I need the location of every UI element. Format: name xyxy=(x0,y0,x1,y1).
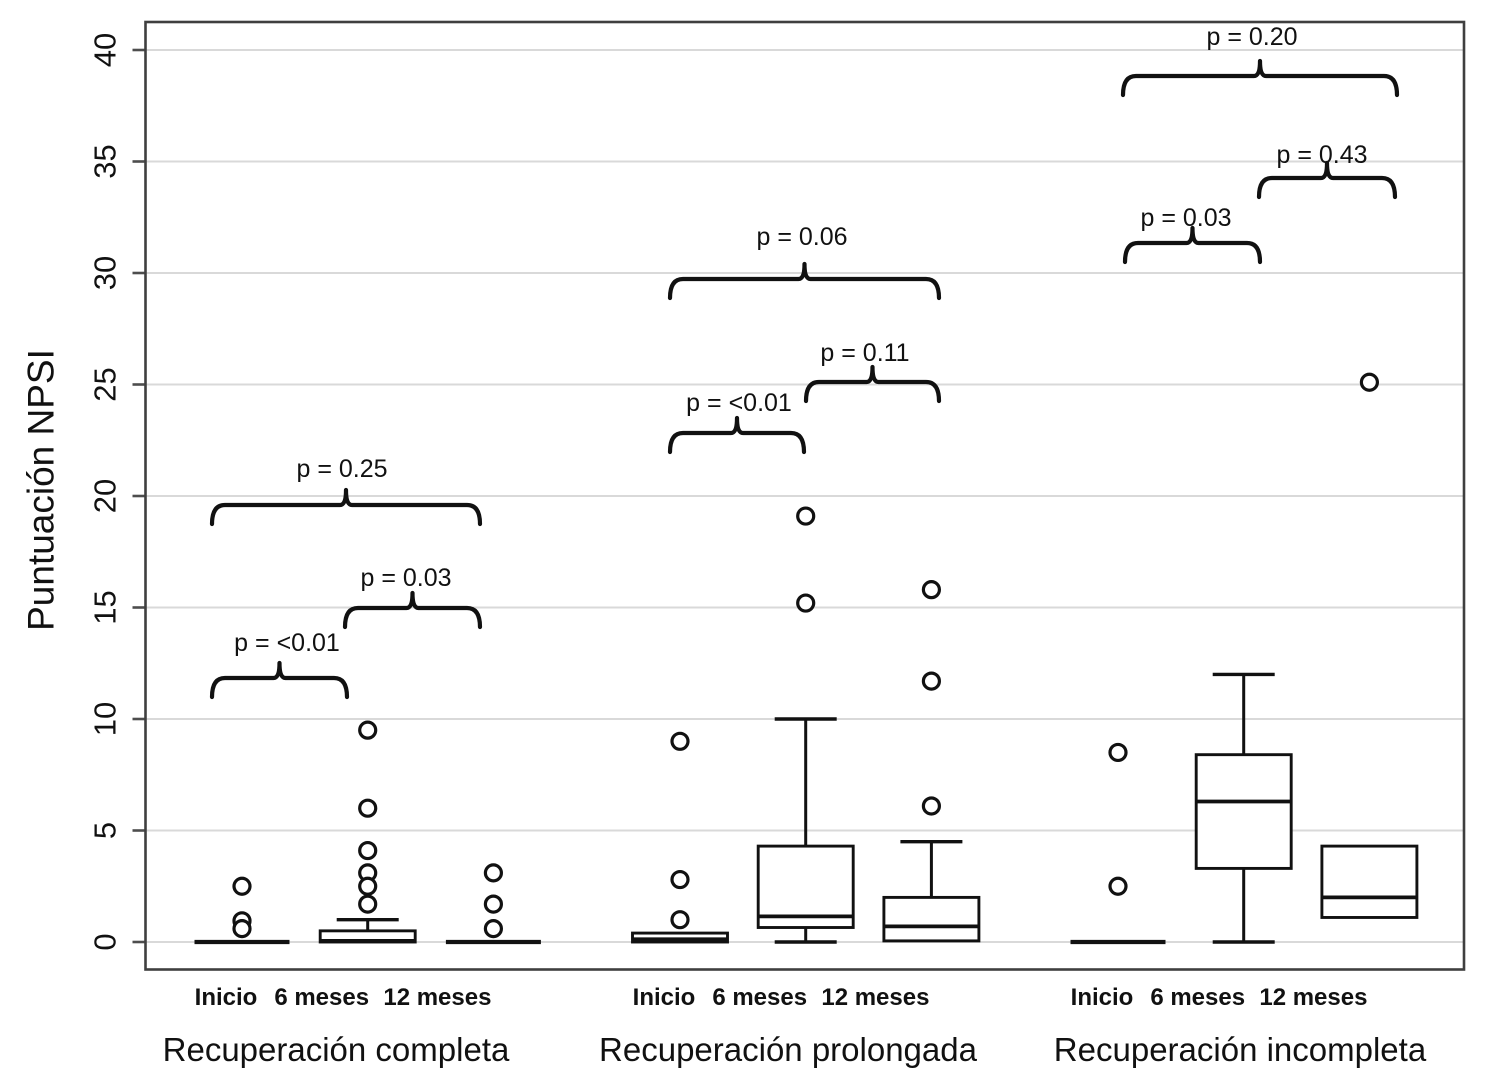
x-tick-label: 6 meses xyxy=(274,984,369,1011)
x-tick-label: 12 meses xyxy=(1259,984,1367,1011)
x-tick-label: 6 meses xyxy=(712,984,807,1011)
outlier-point xyxy=(358,798,378,818)
x-tick-label: 12 meses xyxy=(383,984,491,1011)
significance-bracket xyxy=(667,415,807,455)
outlier-point xyxy=(358,840,378,861)
significance-bracket xyxy=(209,487,483,527)
outlier-point xyxy=(358,720,378,740)
outlier-point xyxy=(358,876,378,896)
boxplot-1-0 xyxy=(631,731,729,944)
outlier-point xyxy=(483,919,503,939)
x-tick-label: 12 meses xyxy=(821,984,929,1011)
group-label: Recuperación incompleta xyxy=(1054,1031,1427,1068)
y-tick-label: 15 xyxy=(88,590,123,624)
x-tick-label: Inicio xyxy=(195,984,258,1011)
boxplot-0-0 xyxy=(194,876,290,945)
group-label: Recuperación prolongada xyxy=(599,1031,978,1068)
significance-bracket xyxy=(1122,225,1263,265)
annotation-layer: p = <0.01 p = 0.03 p = 0.25 p = <0.01 p = 0.… xyxy=(209,23,1400,700)
y-tick-label: 20 xyxy=(88,479,123,513)
boxplot-0-1 xyxy=(318,720,417,944)
outlier-point xyxy=(670,731,690,751)
plot-frame xyxy=(144,20,1466,971)
y-tick-label: 30 xyxy=(88,256,123,290)
box-layer xyxy=(194,372,1419,945)
p-value-label: p = 0.43 xyxy=(1276,141,1367,169)
p-value-label: p = 0.03 xyxy=(1140,204,1231,232)
significance-bracket xyxy=(1120,58,1400,98)
significance-bracket xyxy=(803,364,942,404)
y-tick-label: 0 xyxy=(88,933,123,950)
p-value-label: p = 0.25 xyxy=(296,455,387,483)
p-value-label: p = 0.20 xyxy=(1206,23,1297,51)
boxplot-2-1 xyxy=(1194,672,1293,944)
outlier-point xyxy=(358,894,378,914)
significance-bracket xyxy=(342,590,483,630)
outlier-point xyxy=(670,869,690,890)
outlier-point xyxy=(1108,742,1128,763)
outlier-point xyxy=(670,910,690,930)
significance-bracket xyxy=(667,261,942,301)
boxplot-0-2 xyxy=(445,863,541,945)
outlier-point xyxy=(1359,372,1380,392)
significance-bracket xyxy=(1256,160,1398,200)
iqr-box xyxy=(756,844,855,929)
outlier-point xyxy=(1108,876,1128,896)
y-tick-label: 25 xyxy=(88,367,123,401)
outlier-point xyxy=(796,506,816,526)
group-label: Recuperación completa xyxy=(163,1031,510,1068)
outlier-point xyxy=(921,796,942,816)
outlier-point xyxy=(232,919,252,939)
outlier-point xyxy=(796,593,816,613)
x-tick-label: Inicio xyxy=(633,984,696,1011)
iqr-box xyxy=(1320,844,1419,919)
y-tick-label: 10 xyxy=(88,702,123,736)
p-value-label: p = <0.01 xyxy=(234,629,340,657)
y-tick-label: 35 xyxy=(88,144,123,178)
outlier-point xyxy=(232,876,252,896)
y-tick-label: 5 xyxy=(88,822,123,839)
outlier-point xyxy=(921,671,942,691)
p-value-label: p = <0.01 xyxy=(686,389,792,417)
significance-bracket xyxy=(209,660,350,700)
p-value-label: p = 0.06 xyxy=(756,223,847,251)
boxplot-1-1 xyxy=(756,506,855,944)
y-tick-label: 40 xyxy=(88,33,123,67)
boxplot-2-0 xyxy=(1070,742,1166,945)
outlier-point xyxy=(921,580,942,600)
iqr-box xyxy=(882,895,981,943)
axis-layer: 0 5 10 15 20 25 30 35 40 Inicio 6 meses 12 meses Rec… xyxy=(88,20,1466,1068)
x-tick-label: 6 meses xyxy=(1150,984,1245,1011)
boxplot-1-2 xyxy=(882,580,981,943)
iqr-box xyxy=(1194,753,1293,870)
p-value-label: p = 0.11 xyxy=(820,339,909,367)
outlier-point xyxy=(483,863,503,883)
x-tick-label: Inicio xyxy=(1071,984,1134,1011)
boxplot-2-2 xyxy=(1320,372,1419,919)
outlier-point xyxy=(483,894,503,914)
y-axis-title: Puntuación NPSI xyxy=(21,349,62,631)
p-value-label: p = 0.03 xyxy=(360,564,451,592)
